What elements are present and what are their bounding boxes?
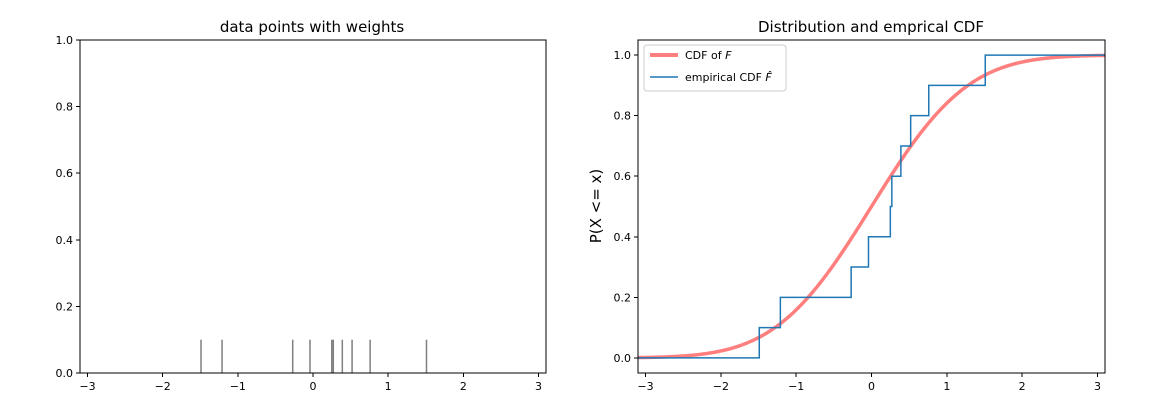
cdf-plot-x-tick-label: 3 <box>1094 380 1101 393</box>
true-cdf-curve <box>637 53 1106 360</box>
cdf-plot-title: Distribution and emprical CDF <box>758 18 984 36</box>
rug-plot-y-tick-label: 0.8 <box>56 101 74 114</box>
rug-plot-frame <box>79 39 547 374</box>
rug-plot-x-tick-label: −1 <box>230 380 246 393</box>
cdf-plot-x-tick-label: −1 <box>788 380 804 393</box>
rug-plot-title: data points with weights <box>220 18 405 36</box>
rug-plot-area <box>200 339 428 373</box>
cdf-plot-y-tick-label: 1.0 <box>614 49 632 62</box>
rug-plot-y-tick-label: 1.0 <box>56 34 74 47</box>
cdf-legend-label-true-cdf: CDF of F <box>685 49 732 62</box>
rug-plot-x-tick-label: 0 <box>310 380 317 393</box>
cdf-plot-area <box>637 53 1106 360</box>
cdf-plot-x-tick-label: −2 <box>713 380 729 393</box>
cdf-plot-y-tick-label: 0.4 <box>614 231 632 244</box>
rug-plot-x-tick-label: 1 <box>385 380 392 393</box>
cdf-plot-y-tick-label: 0.0 <box>614 352 632 365</box>
rug-plot-y-ticks: 0.0 0.2 0.4 0.6 0.8 1.0 <box>56 34 80 380</box>
cdf-plot-y-axis-label: P(X <= x) <box>587 169 605 244</box>
rug-plot-panel: data points with weights 0.0 0.2 0.4 0.6 0.8… <box>56 18 547 393</box>
rug-plot-y-tick-label: 0.0 <box>56 367 74 380</box>
cdf-legend-label-true-cdf-math: F <box>725 49 732 62</box>
cdf-plot-y-ticks: 0.0 0.2 0.4 0.6 0.8 1.0 <box>614 49 638 365</box>
cdf-plot-y-tick-label: 0.8 <box>614 110 632 123</box>
cdf-legend-label-empirical-cdf-text: empirical CDF <box>685 71 765 84</box>
cdf-legend-label-empirical-cdf: empirical CDF F̂ <box>685 71 772 84</box>
cdf-legend-label-true-cdf-text: CDF of <box>685 49 725 62</box>
cdf-legend-box <box>643 44 787 92</box>
cdf-legend: CDF of F empirical CDF F̂ <box>643 44 787 92</box>
rug-plot-x-tick-label: −3 <box>79 380 95 393</box>
cdf-plot-x-tick-label: 1 <box>943 380 950 393</box>
cdf-plot-panel: Distribution and emprical CDF P(X <= x) … <box>587 18 1106 393</box>
cdf-plot-x-tick-label: 0 <box>868 380 875 393</box>
cdf-plot-y-tick-label: 0.2 <box>614 291 632 304</box>
cdf-plot-x-tick-label: −3 <box>637 380 653 393</box>
rug-plot-x-ticks: −3 −2 −1 0 1 2 3 <box>79 373 542 393</box>
rug-plot-x-tick-label: 3 <box>535 380 542 393</box>
rug-plot-y-tick-label: 0.4 <box>56 234 74 247</box>
cdf-plot-x-ticks: −3 −2 −1 0 1 2 3 <box>637 373 1101 393</box>
cdf-plot-y-tick-label: 0.6 <box>614 170 632 183</box>
rug-plot-y-tick-label: 0.6 <box>56 167 74 180</box>
rug-plot-x-tick-label: 2 <box>460 380 467 393</box>
rug-plot-y-tick-label: 0.2 <box>56 300 74 313</box>
cdf-legend-label-empirical-cdf-math: F̂ <box>765 71 772 84</box>
cdf-plot-x-tick-label: 2 <box>1019 380 1026 393</box>
rug-plot-x-tick-label: −2 <box>155 380 171 393</box>
cdf-plot-frame <box>637 39 1106 374</box>
empirical-cdf-step <box>637 54 1105 359</box>
